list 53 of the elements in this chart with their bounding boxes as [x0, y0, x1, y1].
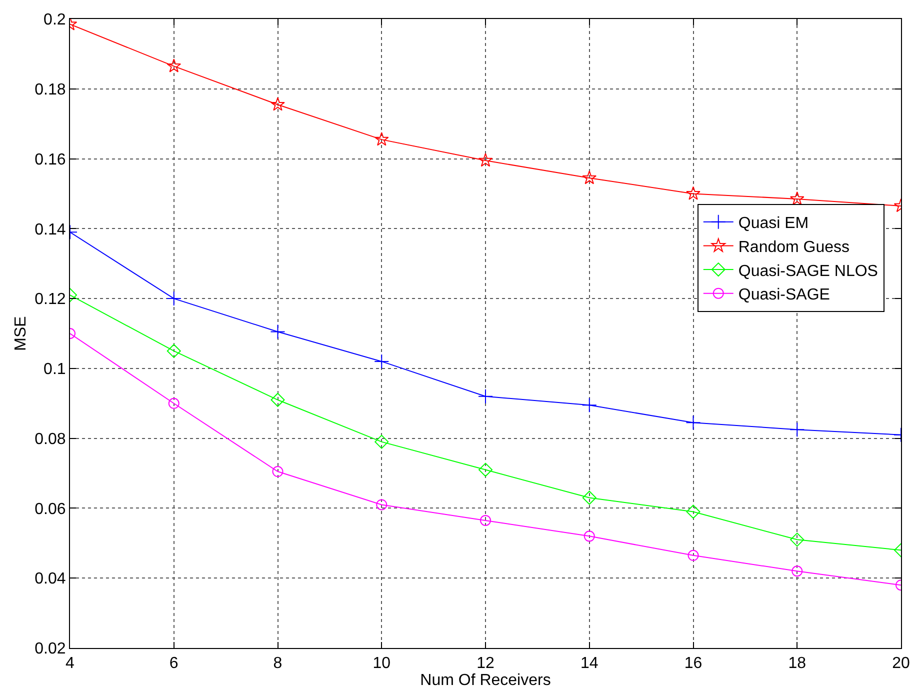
point	[374, 354, 390, 369]
y-tick-label: 0.16	[34, 151, 66, 168]
point	[270, 324, 286, 340]
y-tick-label: 0.1	[44, 361, 66, 378]
x-tick-label: 14	[580, 655, 598, 672]
legend-label: Quasi EM	[738, 215, 809, 232]
point	[272, 466, 284, 478]
point	[790, 191, 804, 206]
y-axis-title: MSE	[12, 316, 30, 351]
point	[790, 422, 805, 438]
point	[582, 490, 596, 505]
point	[270, 392, 285, 407]
point	[582, 398, 597, 413]
point	[374, 434, 389, 449]
y-tick-label: 0.12	[34, 291, 66, 308]
x-tick-label: 20	[892, 655, 910, 672]
point	[166, 344, 181, 358]
y-tick-label: 0.14	[34, 221, 66, 238]
point	[376, 499, 388, 510]
x-tick-label: 6	[169, 655, 178, 672]
x-tick-label: 16	[684, 655, 702, 672]
y-tick-label: 0.04	[34, 570, 66, 588]
point	[686, 415, 701, 430]
point	[478, 462, 492, 477]
point	[686, 186, 700, 200]
y-tick-label: 0.08	[34, 430, 66, 448]
y-tick-label: 0.2	[44, 12, 66, 29]
y-tick-label: 0.02	[34, 640, 66, 658]
x-tick-label: 8	[273, 655, 282, 672]
point	[166, 58, 182, 72]
legend-label: Random Guess	[738, 238, 850, 256]
x-tick-label: 18	[788, 655, 806, 672]
legend-label: Quasi-SAGE	[738, 286, 830, 304]
x-tick-label: 4	[66, 655, 75, 672]
point	[584, 530, 595, 542]
x-axis-title: Num Of Receivers	[420, 672, 551, 690]
point	[168, 398, 180, 409]
x-tick-label: 12	[476, 655, 494, 672]
y-tick-label: 0.06	[34, 500, 66, 518]
x-tick-label: 10	[372, 655, 391, 672]
point	[582, 170, 597, 184]
point	[686, 504, 700, 519]
point	[270, 97, 285, 111]
point	[478, 153, 493, 167]
point	[790, 532, 804, 547]
point	[166, 291, 182, 306]
point	[792, 566, 803, 577]
point	[374, 132, 389, 146]
legend-label: Quasi-SAGE NLOS	[738, 262, 878, 280]
point	[480, 514, 491, 526]
point	[478, 388, 493, 404]
y-tick-label: 0.18	[34, 81, 66, 98]
point	[688, 550, 699, 561]
